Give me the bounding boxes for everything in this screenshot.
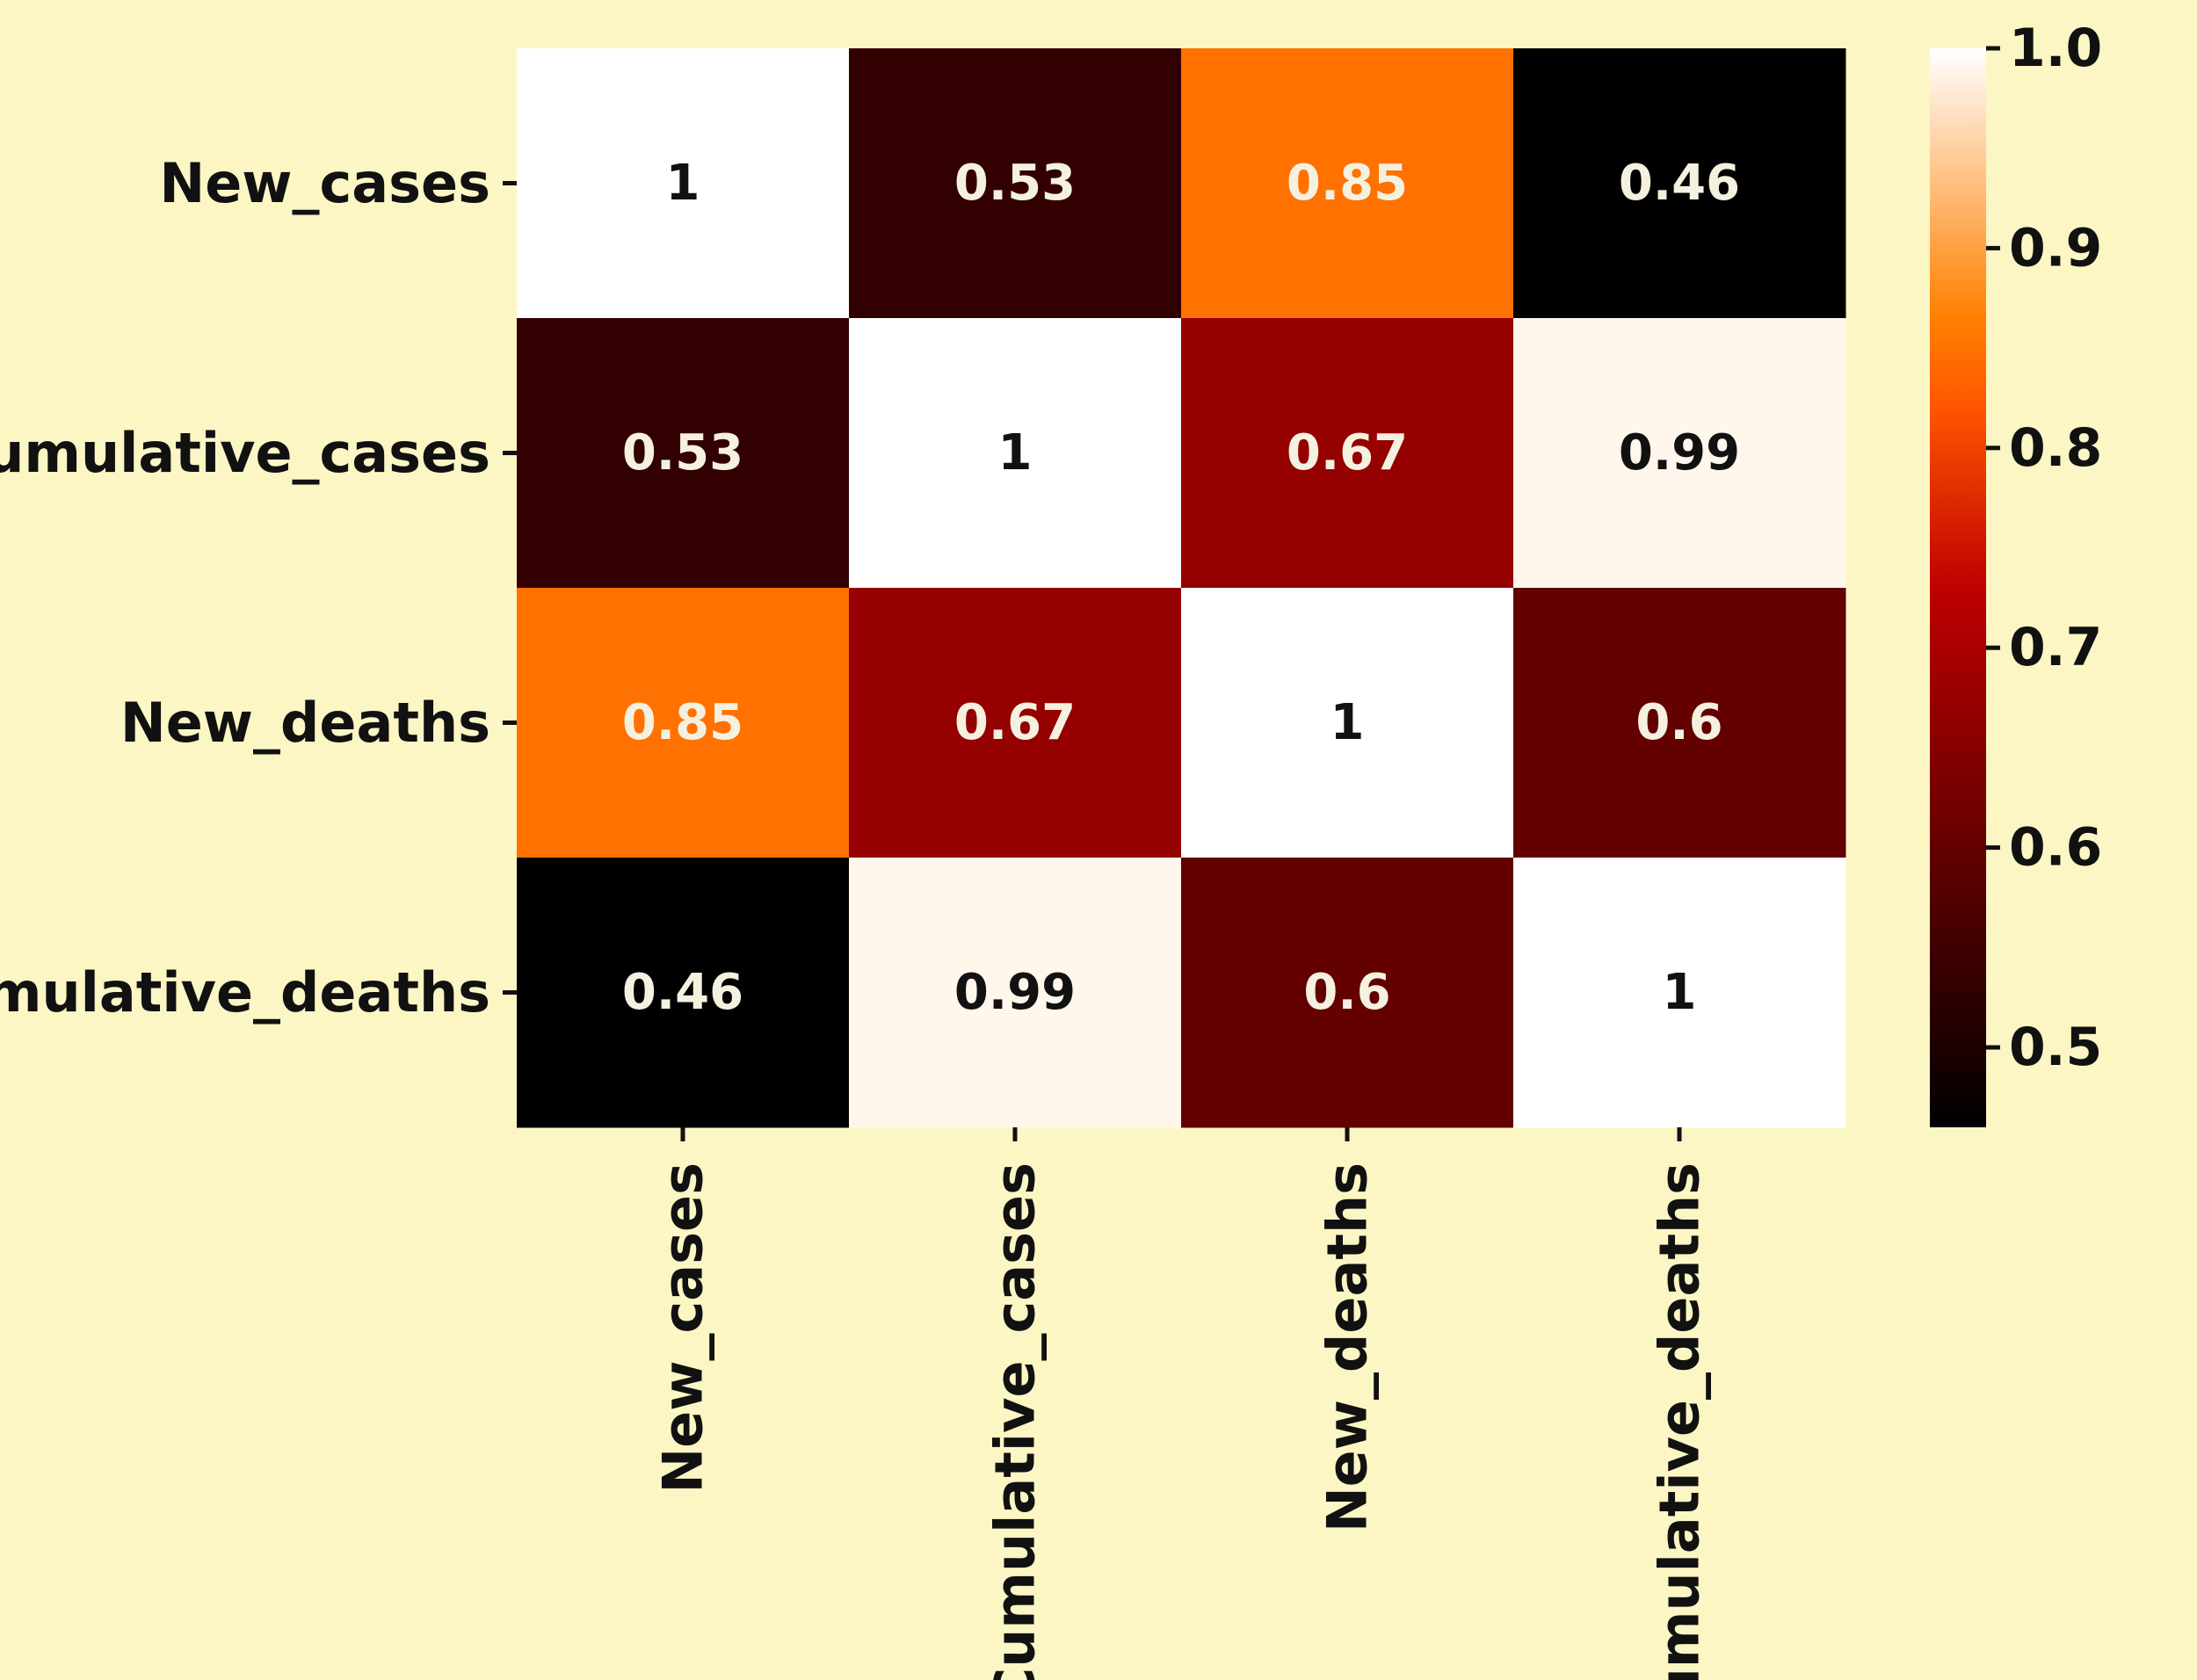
heatmap-cell: [517, 858, 850, 1128]
heatmap-cell: [849, 48, 1182, 319]
cell-value-label: 1: [1331, 694, 1365, 751]
heatmap-cell: [517, 318, 850, 589]
cell-value-label: 0.53: [954, 155, 1076, 212]
heatmap-cell: [517, 48, 850, 319]
cell-value-label: 0.6: [1303, 964, 1390, 1021]
heatmap-cell: [849, 318, 1182, 589]
cell-value-label: 1: [666, 155, 700, 212]
x-tick-label: New_cases: [651, 1162, 715, 1494]
heatmap-cell: [1181, 858, 1514, 1128]
y-tick-label: Cumulative_deaths: [0, 960, 490, 1025]
cell-value-label: 0.53: [622, 424, 743, 482]
colorbar-tick-label: 0.8: [2009, 417, 2102, 479]
heatmap-cell: [849, 858, 1182, 1128]
colorbar: 1.0 0.9 0.8 0.7 0.6 0.5: [1930, 18, 2102, 1127]
x-tick-label: New_deaths: [1316, 1162, 1380, 1532]
cell-value-label: 0.46: [622, 964, 743, 1021]
heatmap-cell: [517, 588, 850, 858]
colorbar-bar: [1930, 48, 1986, 1127]
colorbar-tick-label: 1.0: [2009, 18, 2102, 79]
cell-value-label: 1: [1663, 964, 1697, 1021]
y-axis: New_cases Cumulative_cases New_deaths Cumul…: [0, 151, 517, 1025]
y-tick-label: New_cases: [159, 151, 490, 215]
colorbar-tick-label: 0.9: [2009, 217, 2102, 279]
cell-value-label: 0.99: [954, 964, 1076, 1021]
colorbar-tick-label: 0.6: [2009, 817, 2102, 879]
x-tick-label: Cumulative_deaths: [1648, 1162, 1712, 1680]
heatmap-cell: [1181, 588, 1514, 858]
y-tick-label: Cumulative_cases: [0, 421, 490, 485]
x-tick-label: Cumulative_cases: [983, 1162, 1048, 1680]
x-axis: New_cases Cumulative_cases New_deaths Cumul…: [651, 1127, 1712, 1680]
colorbar-tick-label: 0.7: [2009, 617, 2102, 678]
cell-value-label: 0.6: [1635, 694, 1722, 751]
cell-value-label: 0.85: [622, 694, 743, 751]
cell-value-label: 0.67: [1287, 424, 1408, 482]
heatmap-annotations: 1 0.53 0.85 0.46 0.53 1 0.67 0.99 0.85 0.67 1 0.6 0.…: [622, 155, 1740, 1021]
cell-value-label: 0.85: [1287, 155, 1408, 212]
heatmap-cell: [849, 588, 1182, 858]
colorbar-tick-label: 0.5: [2009, 1017, 2102, 1078]
y-tick-label: New_deaths: [120, 691, 490, 755]
cell-value-label: 0.99: [1619, 424, 1740, 482]
heatmap-cell: [1513, 48, 1846, 319]
heatmap-cell: [1513, 858, 1846, 1128]
heatmap-cell: [1513, 318, 1846, 589]
cell-value-label: 0.67: [954, 694, 1076, 751]
cell-value-label: 0.46: [1619, 155, 1740, 212]
heatmap-cell: [1513, 588, 1846, 858]
heatmap-cell: [1181, 48, 1514, 319]
cell-value-label: 1: [998, 424, 1033, 482]
heatmap-cells: [517, 48, 1846, 1128]
heatmap-cell: [1181, 318, 1514, 589]
